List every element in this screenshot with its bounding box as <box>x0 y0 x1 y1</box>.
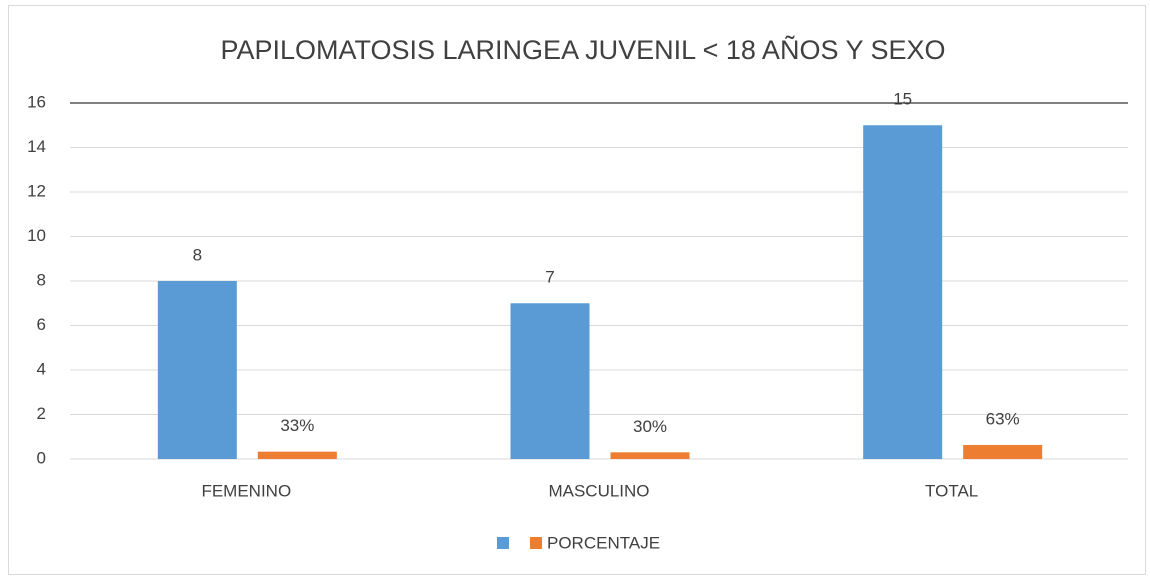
data-label: 7 <box>545 268 554 287</box>
x-tick-label: MASCULINO <box>548 481 649 500</box>
legend-swatch <box>530 537 542 549</box>
y-tick-label: 0 <box>37 448 46 467</box>
chart-title: PAPILOMATOSIS LARINGEA JUVENIL < 18 AÑOS… <box>220 34 945 65</box>
y-tick-label: 2 <box>37 404 46 423</box>
bar <box>257 451 337 459</box>
x-tick-label: FEMENINO <box>201 481 291 500</box>
y-tick-label: 10 <box>27 226 46 245</box>
y-tick-label: 8 <box>37 270 46 289</box>
y-tick-label: 4 <box>37 359 46 378</box>
y-tick-label: 12 <box>27 181 46 200</box>
y-tick-label: 16 <box>27 92 46 111</box>
bar <box>863 125 943 459</box>
data-label: 8 <box>193 245 202 264</box>
data-label: 30% <box>633 417 667 436</box>
x-tick-label: TOTAL <box>925 481 978 500</box>
data-label: 63% <box>986 409 1020 428</box>
y-tick-label: 6 <box>37 315 46 334</box>
y-tick-label: 14 <box>27 137 46 156</box>
bar <box>610 452 690 459</box>
data-label: 15 <box>893 90 912 109</box>
legend-label: PORCENTAJE <box>547 533 660 552</box>
legend-swatch <box>497 537 509 549</box>
bar <box>157 281 237 459</box>
data-label: 33% <box>280 416 314 435</box>
bar <box>510 303 590 459</box>
bar <box>963 444 1043 459</box>
